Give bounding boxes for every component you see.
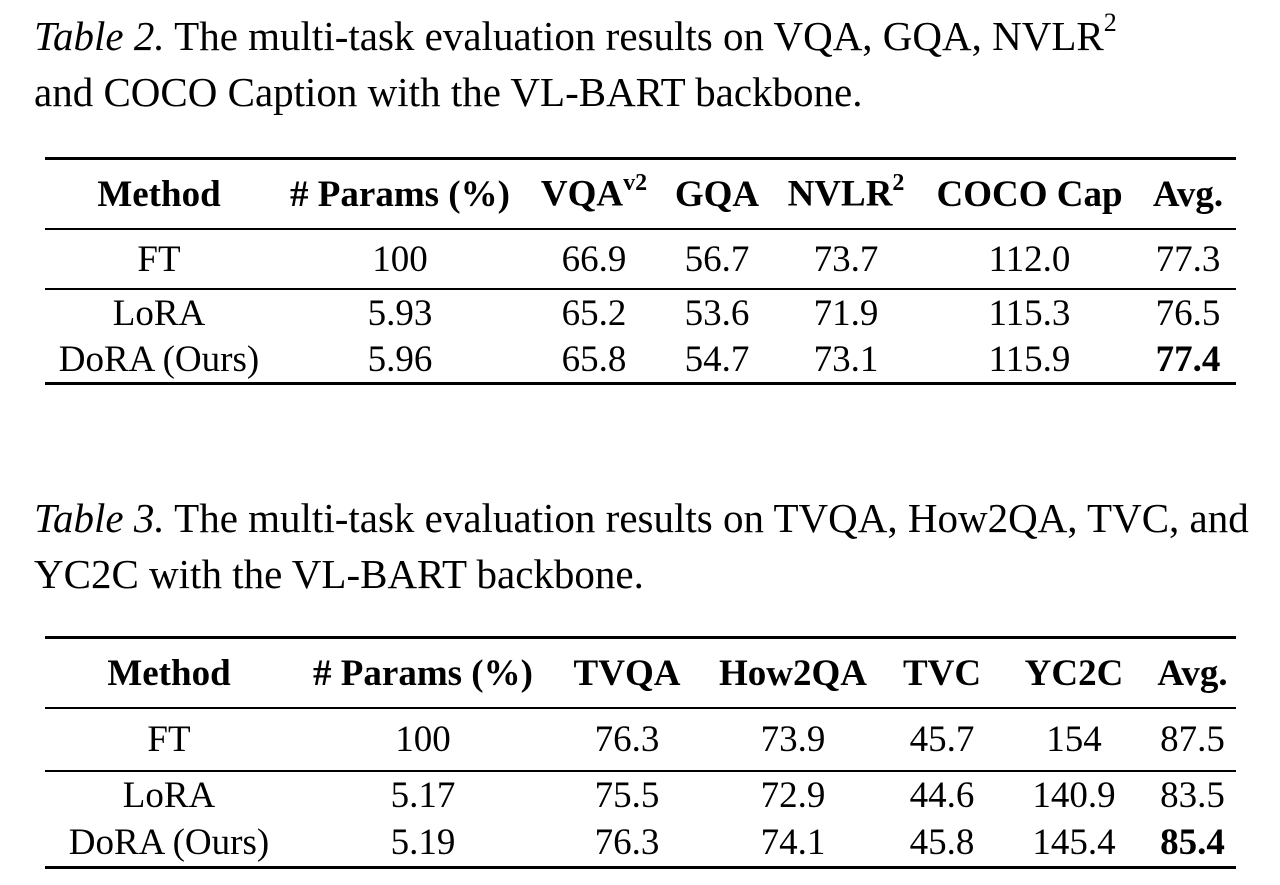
table3-caption: Table 3. The multi-task evaluation resul… [34,490,1249,602]
table2-cell-avg: 76.5 [1155,292,1221,334]
table2-cell-method: LoRA [112,292,206,334]
table3-cell-method: LoRA [122,775,216,816]
table3-cell-params: 5.19 [390,822,456,863]
table3-header-method: Method [45,637,293,709]
table3-cell-params: 5.17 [390,775,456,816]
table2-cell-gqa: 53.6 [684,292,750,334]
table2-cell-method: DoRA (Ours) [58,338,260,380]
table3-cell-method: FT [45,708,293,772]
table2-header-gqa: GQA [661,158,773,230]
table3-header-tvqa: TVQA [553,637,701,709]
table2-cell-vqa: 65.8 [561,338,627,380]
table2-cell-gqa: 54.7 [684,338,750,380]
table2-caption: Table 2. The multi-task evaluation resul… [34,8,1249,120]
table2-header-avg: Avg. [1140,158,1236,230]
table3-header-tvc: TVC [885,637,999,709]
table2-cell-nvlr: 73.1 [813,338,879,380]
table2-cell-nvlr: 73.7 [773,229,919,290]
table2-cell-vqa: 66.9 [527,229,661,290]
table2-header-vqa-superscript: v2 [623,170,648,197]
table2-caption-superscript: 2 [1103,8,1117,38]
table2-header-nvlr-superscript: 2 [892,170,905,197]
table2-cell-vqa: 65.2 [561,292,627,334]
table-row: LoRA 5.93 65.2 53.6 71.9 115.3 76.5 [45,289,1236,336]
table2-caption-text: The multi-task evaluation results on VQA… [164,13,1104,59]
table2: Method # Params (%) VQAv2 GQA NVLR2 COCO… [45,157,1236,385]
table-row: DoRA (Ours) 5.19 76.3 74.1 45.8 145.4 85… [45,819,1236,868]
table3-header-yc2c: YC2C [999,637,1149,709]
table2-cell-avg: 77.3 [1140,229,1236,290]
table3-header-how2qa: How2QA [701,637,885,709]
table3-header-params: # Params (%) [293,637,553,709]
table3-cell-how2qa: 74.1 [760,822,826,863]
table-row: FT 100 66.9 56.7 73.7 112.0 77.3 [45,229,1236,290]
table2-header-nvlr-label: NVLR [787,173,893,215]
table-row: LoRA 5.17 75.5 72.9 44.6 140.9 83.5 [45,771,1236,819]
table-row: DoRA (Ours) 5.96 65.8 54.7 73.1 115.9 77… [45,336,1236,384]
table3-cell-params: 100 [293,708,553,772]
table3-cell-tvc: 44.6 [909,775,975,816]
table3-label: Table 3. [34,495,165,541]
table3-cell-tvqa: 76.3 [594,822,660,863]
table3-cell-yc2c: 145.4 [1032,822,1116,863]
table2-cell-avg-best: 77.4 [1155,338,1221,380]
table3-caption-text: The multi-task evaluation results on TVQ… [34,495,1249,597]
table2-header-nvlr: NVLR2 [773,158,919,230]
table2-cell-params: 5.96 [367,338,433,380]
table3-cell-avg: 83.5 [1160,775,1225,816]
table3-cell-tvc: 45.8 [909,822,975,863]
table3-cell-tvqa: 76.3 [553,708,701,772]
table2-cell-coco: 115.3 [988,292,1071,334]
table3-cell-how2qa: 73.9 [701,708,885,772]
table3-cell-avg: 87.5 [1149,708,1236,772]
table3-cell-method: DoRA (Ours) [68,822,270,863]
table2-label: Table 2. [34,13,165,59]
table3: Method # Params (%) TVQA How2QA TVC YC2C… [45,636,1236,869]
table3-cell-yc2c: 154 [999,708,1149,772]
table3-header-avg: Avg. [1149,637,1236,709]
table3-cell-how2qa: 72.9 [760,775,826,816]
table2-cell-gqa: 56.7 [661,229,773,290]
table2-cell-params: 100 [273,229,527,290]
table2-header-method: Method [45,158,273,230]
table2-cell-params: 5.93 [367,292,433,334]
table3-cell-yc2c: 140.9 [1032,775,1116,816]
table3-header-row: Method # Params (%) TVQA How2QA TVC YC2C… [45,637,1236,709]
table3-cell-tvc: 45.7 [885,708,999,772]
table2-header-vqa: VQAv2 [527,158,661,230]
table2-header-row: Method # Params (%) VQAv2 GQA NVLR2 COCO… [45,158,1236,230]
table2-header-coco: COCO Cap [919,158,1140,230]
table3-cell-avg-best: 85.4 [1160,822,1225,863]
table2-header-params: # Params (%) [273,158,527,230]
table2-cell-coco: 115.9 [988,338,1071,380]
table-row: FT 100 76.3 73.9 45.7 154 87.5 [45,708,1236,772]
table2-cell-method: FT [45,229,273,290]
table3-cell-tvqa: 75.5 [594,775,660,816]
table2-cell-coco: 112.0 [919,229,1140,290]
table2-caption-text-line2: and COCO Caption with the VL-BART backbo… [34,69,863,115]
table2-cell-nvlr: 71.9 [813,292,879,334]
table2-header-vqa-label: VQA [540,173,624,215]
